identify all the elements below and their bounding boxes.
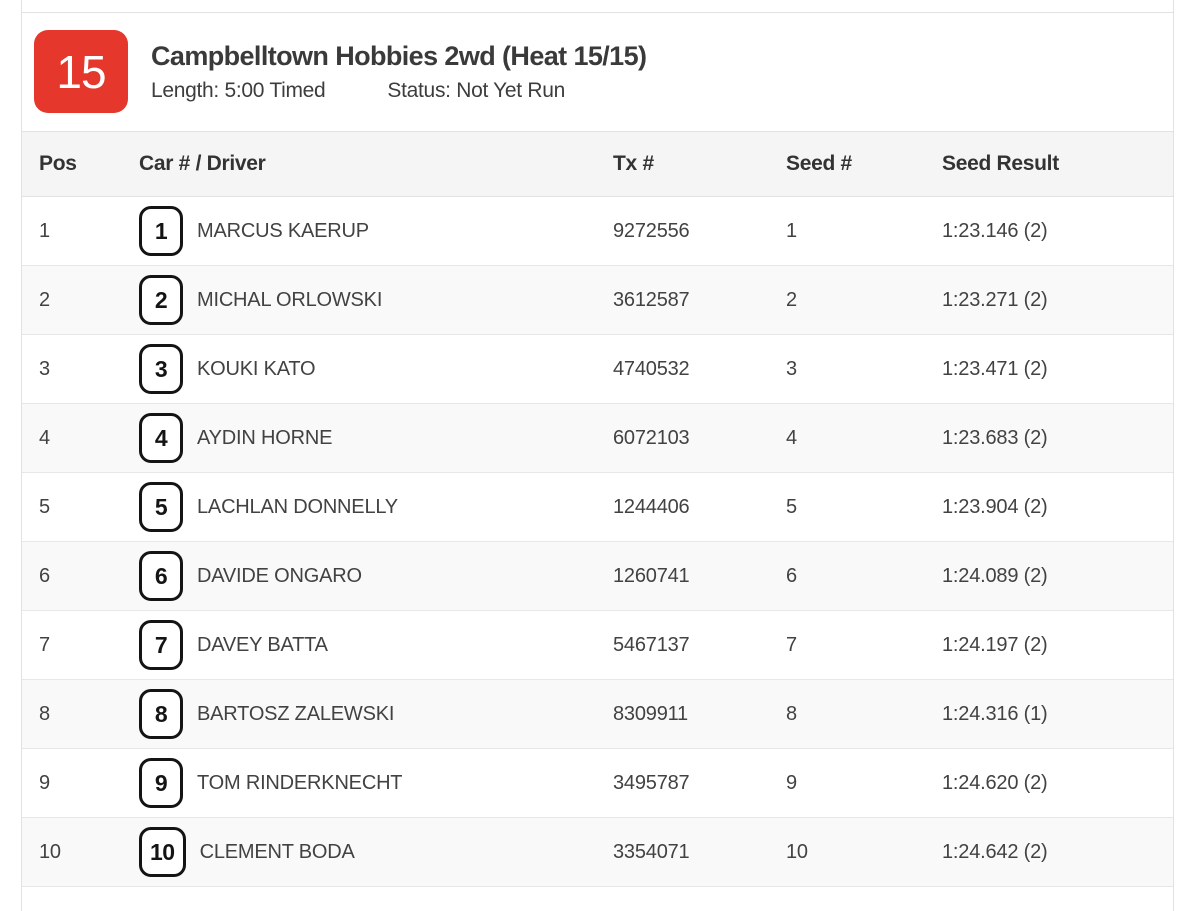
table-row: 1 1 MARCUS KAERUP 9272556 1 1:23.146 (2) xyxy=(22,196,1173,266)
seed-result-cell: 1:23.146 (2) xyxy=(925,196,1173,266)
seed-cell: 4 xyxy=(769,403,925,473)
driver-name: MARCUS KAERUP xyxy=(197,219,369,242)
table-row: 2 2 MICHAL ORLOWSKI 3612587 2 1:23.271 (… xyxy=(22,265,1173,335)
driver-cell: 3 KOUKI KATO xyxy=(122,334,596,404)
tx-cell: 3495787 xyxy=(596,748,769,818)
car-number-badge: 4 xyxy=(139,413,183,463)
seed-result-cell: 1:23.271 (2) xyxy=(925,265,1173,335)
tx-cell: 1244406 xyxy=(596,472,769,542)
car-number-badge: 7 xyxy=(139,620,183,670)
seed-cell: 3 xyxy=(769,334,925,404)
table-row: 4 4 AYDIN HORNE 6072103 4 1:23.683 (2) xyxy=(22,403,1173,473)
tx-cell: 3354071 xyxy=(596,817,769,887)
table-row: 3 3 KOUKI KATO 4740532 3 1:23.471 (2) xyxy=(22,334,1173,404)
table-row: 5 5 LACHLAN DONNELLY 1244406 5 1:23.904 … xyxy=(22,472,1173,542)
table-row: 8 8 BARTOSZ ZALEWSKI 8309911 8 1:24.316 … xyxy=(22,679,1173,749)
heat-number: 15 xyxy=(56,45,106,98)
pos-cell: 4 xyxy=(22,403,122,473)
tx-cell: 1260741 xyxy=(596,541,769,611)
seed-result-cell: 1:23.904 (2) xyxy=(925,472,1173,542)
tx-cell: 8309911 xyxy=(596,679,769,749)
seed-cell: 5 xyxy=(769,472,925,542)
seed-result-cell: 1:24.642 (2) xyxy=(925,817,1173,887)
driver-name: MICHAL ORLOWSKI xyxy=(197,288,383,311)
seed-result-cell: 1:24.316 (1) xyxy=(925,679,1173,749)
seed-cell: 6 xyxy=(769,541,925,611)
car-number-badge: 9 xyxy=(139,758,183,808)
heat-meta: Length: 5:00 Timed Status: Not Yet Run xyxy=(151,79,646,103)
column-header-pos: Pos xyxy=(22,131,122,197)
pos-cell: 9 xyxy=(22,748,122,818)
car-number-badge: 10 xyxy=(139,827,186,877)
pos-cell: 1 xyxy=(22,196,122,266)
pos-cell: 5 xyxy=(22,472,122,542)
table-row: 9 9 TOM RINDERKNECHT 3495787 9 1:24.620 … xyxy=(22,748,1173,818)
car-number-badge: 2 xyxy=(139,275,183,325)
previous-panel-edge xyxy=(22,0,1173,13)
tx-cell: 4740532 xyxy=(596,334,769,404)
seed-result-cell: 1:24.089 (2) xyxy=(925,541,1173,611)
seed-result-cell: 1:24.197 (2) xyxy=(925,610,1173,680)
results-table-body: 1 1 MARCUS KAERUP 9272556 1 1:23.146 (2)… xyxy=(22,196,1173,887)
heat-info: Campbelltown Hobbies 2wd (Heat 15/15) Le… xyxy=(151,40,647,103)
tx-cell: 3612587 xyxy=(596,265,769,335)
column-header-tx: Tx # xyxy=(596,131,769,197)
pos-cell: 7 xyxy=(22,610,122,680)
driver-cell: 4 AYDIN HORNE xyxy=(122,403,596,473)
car-number-badge: 1 xyxy=(139,206,183,256)
driver-cell: 10 CLEMENT BODA xyxy=(122,817,596,887)
car-number-badge: 5 xyxy=(139,482,183,532)
heat-length: Length: 5:00 Timed xyxy=(151,79,326,103)
column-header-car-driver: Car # / Driver xyxy=(122,131,596,197)
pos-cell: 3 xyxy=(22,334,122,404)
driver-name: CLEMENT BODA xyxy=(199,840,355,863)
seed-result-cell: 1:23.683 (2) xyxy=(925,403,1173,473)
seed-result-cell: 1:23.471 (2) xyxy=(925,334,1173,404)
seed-cell: 8 xyxy=(769,679,925,749)
pos-cell: 8 xyxy=(22,679,122,749)
seed-cell: 1 xyxy=(769,196,925,266)
driver-cell: 8 BARTOSZ ZALEWSKI xyxy=(122,679,596,749)
driver-cell: 6 DAVIDE ONGARO xyxy=(122,541,596,611)
driver-name: DAVIDE ONGARO xyxy=(197,564,362,587)
driver-cell: 7 DAVEY BATTA xyxy=(122,610,596,680)
driver-name: LACHLAN DONNELLY xyxy=(197,495,398,518)
driver-cell: 9 TOM RINDERKNECHT xyxy=(122,748,596,818)
heat-status: Status: Not Yet Run xyxy=(387,79,565,103)
table-row: 7 7 DAVEY BATTA 5467137 7 1:24.197 (2) xyxy=(22,610,1173,680)
seed-cell: 10 xyxy=(769,817,925,887)
results-table: Pos Car # / Driver Tx # Seed # Seed Resu… xyxy=(22,131,1173,887)
pos-cell: 2 xyxy=(22,265,122,335)
car-number-badge: 6 xyxy=(139,551,183,601)
table-row: 10 10 CLEMENT BODA 3354071 10 1:24.642 (… xyxy=(22,817,1173,887)
tx-cell: 6072103 xyxy=(596,403,769,473)
seed-result-cell: 1:24.620 (2) xyxy=(925,748,1173,818)
car-number-badge: 8 xyxy=(139,689,183,739)
heat-title: Campbelltown Hobbies 2wd (Heat 15/15) xyxy=(151,40,647,71)
column-header-seed-result: Seed Result xyxy=(925,131,1173,197)
pos-cell: 10 xyxy=(22,817,122,887)
driver-name: TOM RINDERKNECHT xyxy=(197,771,403,794)
car-number-badge: 3 xyxy=(139,344,183,394)
heat-header: 15 Campbelltown Hobbies 2wd (Heat 15/15)… xyxy=(22,13,1173,131)
pos-cell: 6 xyxy=(22,541,122,611)
column-header-seed: Seed # xyxy=(769,131,925,197)
table-row: 6 6 DAVIDE ONGARO 1260741 6 1:24.089 (2) xyxy=(22,541,1173,611)
driver-cell: 2 MICHAL ORLOWSKI xyxy=(122,265,596,335)
tx-cell: 9272556 xyxy=(596,196,769,266)
driver-cell: 5 LACHLAN DONNELLY xyxy=(122,472,596,542)
results-table-header: Pos Car # / Driver Tx # Seed # Seed Resu… xyxy=(22,131,1173,197)
driver-cell: 1 MARCUS KAERUP xyxy=(122,196,596,266)
driver-name: DAVEY BATTA xyxy=(197,633,328,656)
seed-cell: 2 xyxy=(769,265,925,335)
seed-cell: 9 xyxy=(769,748,925,818)
driver-name: KOUKI KATO xyxy=(197,357,316,380)
heat-number-badge: 15 xyxy=(34,30,128,113)
heat-panel: 15 Campbelltown Hobbies 2wd (Heat 15/15)… xyxy=(21,0,1174,911)
seed-cell: 7 xyxy=(769,610,925,680)
tx-cell: 5467137 xyxy=(596,610,769,680)
driver-name: BARTOSZ ZALEWSKI xyxy=(197,702,395,725)
driver-name: AYDIN HORNE xyxy=(197,426,333,449)
